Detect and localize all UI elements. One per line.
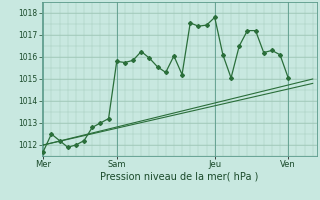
X-axis label: Pression niveau de la mer( hPa ): Pression niveau de la mer( hPa ) bbox=[100, 172, 258, 182]
